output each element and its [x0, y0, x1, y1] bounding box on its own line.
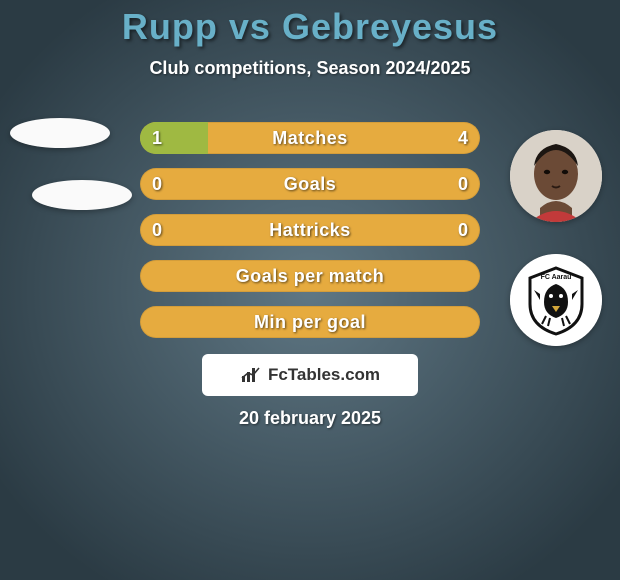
stat-bar-left-value: 0 — [152, 168, 162, 200]
stat-bar-goals: Goals0 0 — [140, 168, 480, 200]
stat-bar-label: Goals — [140, 168, 480, 200]
stat-bar-right-value: 4 — [458, 122, 468, 154]
team-left-logo — [32, 180, 132, 210]
left-avatars — [10, 118, 132, 210]
svg-text:FC Aarau: FC Aarau — [541, 274, 572, 281]
stat-bar-mpg: Min per goal — [140, 306, 480, 338]
stat-bar-hattricks: Hattricks0 0 — [140, 214, 480, 246]
page-subtitle: Club competitions, Season 2024/2025 — [0, 58, 620, 79]
right-avatars: FC Aarau — [510, 130, 602, 346]
source-badge-text: FcTables.com — [268, 365, 380, 385]
stat-bar-left-value: 1 — [152, 122, 162, 154]
chart-icon — [240, 366, 262, 384]
stat-bar-left-value: 0 — [152, 214, 162, 246]
player-left-avatar — [10, 118, 110, 148]
player-right-avatar — [510, 130, 602, 222]
stat-bar-label: Goals per match — [140, 260, 480, 292]
stat-bar-label: Hattricks — [140, 214, 480, 246]
face-icon — [510, 130, 602, 222]
stat-bar-gpm: Goals per match — [140, 260, 480, 292]
infographic-root: Rupp vs Gebreyesus Club competitions, Se… — [0, 0, 620, 580]
stat-bar-label: Matches — [140, 122, 480, 154]
stat-bar-matches: Matches1 4 — [140, 122, 480, 154]
footer-date: 20 february 2025 — [0, 408, 620, 429]
team-right-logo: FC Aarau — [510, 254, 602, 346]
stat-bars: Matches14Goals00Hattricks00Goals per mat… — [140, 122, 480, 338]
source-badge: FcTables.com — [202, 354, 418, 396]
stat-bar-label: Min per goal — [140, 306, 480, 338]
stat-bar-right-value: 0 — [458, 168, 468, 200]
stat-bar-right-value: 0 — [458, 214, 468, 246]
page-title: Rupp vs Gebreyesus — [0, 0, 620, 48]
club-crest-icon: FC Aarau — [510, 254, 602, 346]
